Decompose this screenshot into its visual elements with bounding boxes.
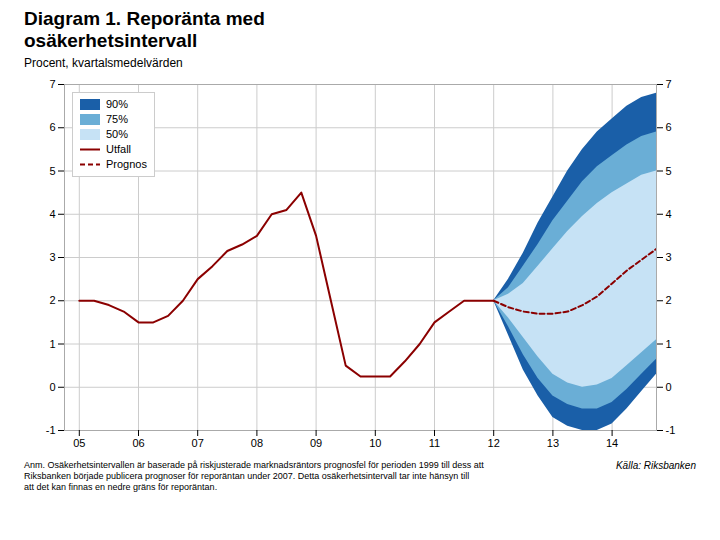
svg-text:05: 05 bbox=[73, 437, 85, 449]
svg-text:7: 7 bbox=[49, 78, 55, 90]
svg-text:-1: -1 bbox=[666, 424, 676, 436]
svg-text:6: 6 bbox=[666, 121, 672, 133]
svg-text:1: 1 bbox=[49, 338, 55, 350]
svg-text:07: 07 bbox=[192, 437, 204, 449]
html-text:50%: 50% bbox=[106, 128, 128, 140]
html-text:Källa: Riksbanken: Källa: Riksbanken bbox=[616, 460, 696, 471]
html-text:Procent, kvartalsmedelvärden: Procent, kvartalsmedelvärden bbox=[24, 56, 183, 70]
svg-text:1: 1 bbox=[666, 338, 672, 350]
svg-text:4: 4 bbox=[49, 208, 55, 220]
svg-text:5: 5 bbox=[49, 165, 55, 177]
svg-text:06: 06 bbox=[132, 437, 144, 449]
svg-text:3: 3 bbox=[49, 251, 55, 263]
svg-text:5: 5 bbox=[666, 165, 672, 177]
html-text:Utfall: Utfall bbox=[106, 143, 132, 155]
svg-text:6: 6 bbox=[49, 121, 55, 133]
svg-text:3: 3 bbox=[666, 251, 672, 263]
svg-text:11: 11 bbox=[429, 437, 440, 449]
svg-text:0: 0 bbox=[666, 381, 672, 393]
svg-text:12: 12 bbox=[488, 437, 500, 449]
svg-text:13: 13 bbox=[547, 437, 559, 449]
html-text:90%: 90% bbox=[106, 98, 128, 110]
svg-text:09: 09 bbox=[310, 437, 322, 449]
html-text:Diagram 1. Reporänta med: Diagram 1. Reporänta med bbox=[24, 8, 265, 29]
html-text:osäkerhetsintervall: osäkerhetsintervall bbox=[24, 30, 198, 51]
svg-text:2: 2 bbox=[49, 294, 55, 306]
svg-text:08: 08 bbox=[251, 437, 263, 449]
svg-text:14: 14 bbox=[606, 437, 618, 449]
svg-text:2: 2 bbox=[666, 294, 672, 306]
svg-text:0: 0 bbox=[49, 381, 55, 393]
html-text:75%: 75% bbox=[106, 113, 128, 125]
html-text:Prognos: Prognos bbox=[106, 158, 147, 170]
svg-text:7: 7 bbox=[666, 78, 672, 90]
html-text:Anm. Osäkerhetsintervallen är: Anm. Osäkerhetsintervallen är baserade p… bbox=[24, 460, 484, 492]
svg-text:-1: -1 bbox=[46, 424, 56, 436]
svg-text:4: 4 bbox=[666, 208, 672, 220]
svg-text:10: 10 bbox=[369, 437, 381, 449]
